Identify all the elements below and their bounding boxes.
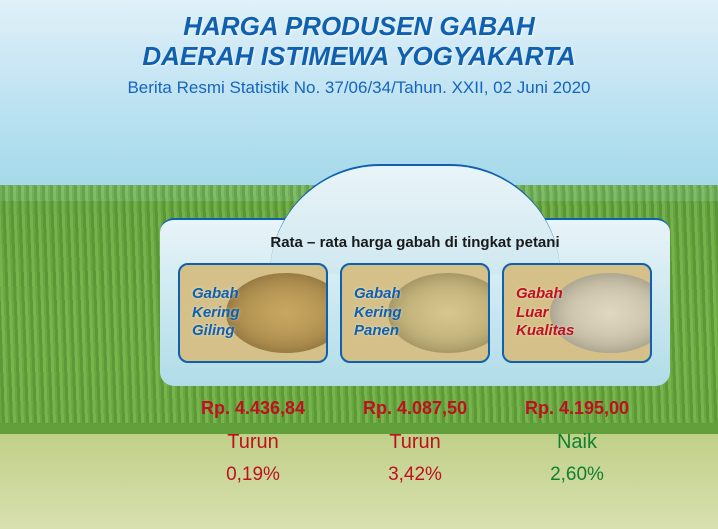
trend-label: Naik xyxy=(502,431,652,454)
page-subtitle: Berita Resmi Statistik No. 37/06/34/Tahu… xyxy=(0,78,718,98)
price-value: Rp. 4.195,00 xyxy=(502,398,652,419)
info-panel: Rata – rata harga gabah di tingkat petan… xyxy=(160,218,670,386)
card-row: Gabah Kering Giling Gabah Kering Panen G… xyxy=(160,263,670,363)
card-label: Gabah Kering Giling xyxy=(192,285,240,341)
price-row: Rp. 4.436,84 Turun 0,19% Rp. 4.087,50 Tu… xyxy=(160,398,670,486)
price-value: Rp. 4.087,50 xyxy=(340,398,490,419)
card-gabah-luar-kualitas: Gabah Luar Kualitas xyxy=(502,263,652,363)
price-value: Rp. 4.436,84 xyxy=(178,398,328,419)
grain-icon xyxy=(226,273,328,353)
title-line-1: HARGA PRODUSEN GABAH xyxy=(183,11,535,41)
title-line-2: DAERAH ISTIMEWA YOGYAKARTA xyxy=(142,41,575,71)
card-gabah-kering-panen: Gabah Kering Panen xyxy=(340,263,490,363)
trend-label: Turun xyxy=(340,431,490,454)
percent-value: 0,19% xyxy=(178,464,328,486)
header: HARGA PRODUSEN GABAH DAERAH ISTIMEWA YOG… xyxy=(0,0,718,98)
page-title: HARGA PRODUSEN GABAH DAERAH ISTIMEWA YOG… xyxy=(0,12,718,72)
panel-heading: Rata – rata harga gabah di tingkat petan… xyxy=(160,220,670,263)
price-block-2: Rp. 4.087,50 Turun 3,42% xyxy=(340,398,490,486)
trend-label: Turun xyxy=(178,431,328,454)
percent-value: 3,42% xyxy=(340,464,490,486)
price-block-3: Rp. 4.195,00 Naik 2,60% xyxy=(502,398,652,486)
card-label: Gabah Luar Kualitas xyxy=(516,285,574,341)
card-gabah-kering-giling: Gabah Kering Giling xyxy=(178,263,328,363)
percent-value: 2,60% xyxy=(502,464,652,486)
card-label: Gabah Kering Panen xyxy=(354,285,402,341)
price-block-1: Rp. 4.436,84 Turun 0,19% xyxy=(178,398,328,486)
grain-icon xyxy=(388,273,490,353)
